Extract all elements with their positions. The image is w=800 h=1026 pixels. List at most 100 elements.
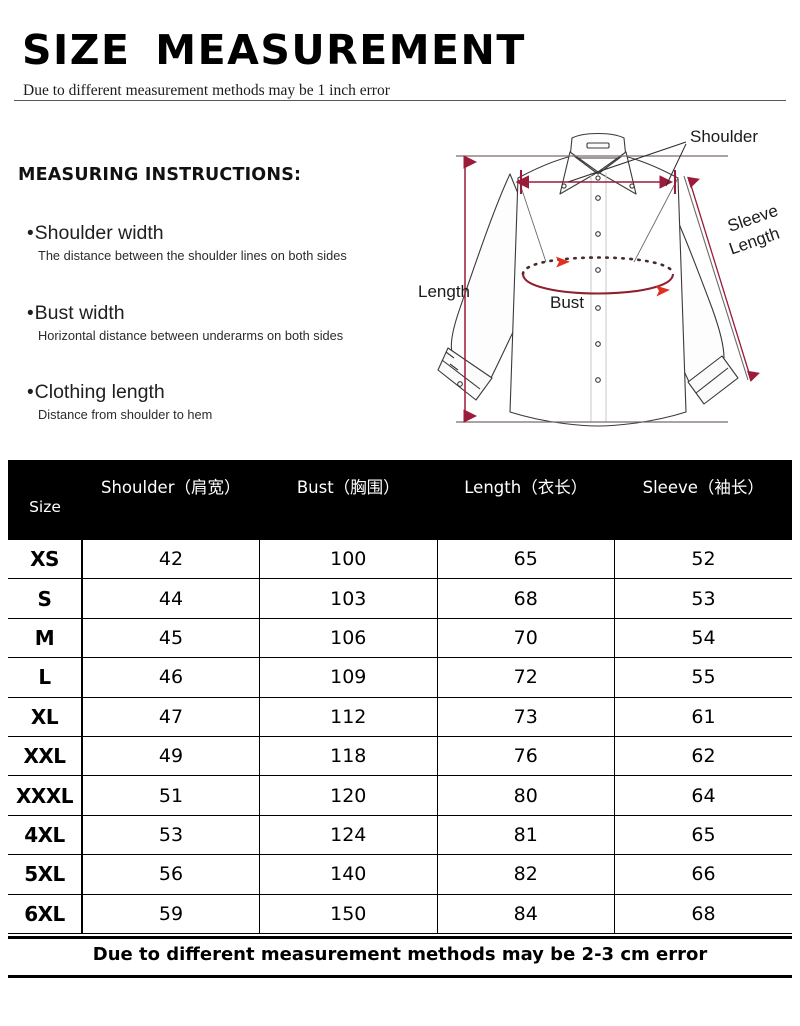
length-label: Length	[418, 282, 470, 301]
instruction-title: •Shoulder width	[27, 222, 347, 245]
table-body: XS 42 100 65 52 S 44 103 68 53 M 45 106 …	[8, 540, 792, 934]
table-row: S 44 103 68 53	[8, 578, 792, 619]
shoulder-measure-arrow	[515, 170, 677, 194]
cell-sleeve: 52	[614, 540, 792, 580]
cell-bust: 124	[259, 814, 438, 856]
cell-length: 70	[437, 617, 615, 659]
cell-length: 73	[437, 696, 615, 737]
footer-divider-bottom	[8, 975, 792, 978]
cell-bust: 112	[259, 696, 438, 737]
instruction-title-text: Shoulder width	[34, 222, 164, 244]
cell-bust: 103	[259, 578, 438, 619]
instruction-description: Horizontal distance between underarms on…	[38, 327, 344, 343]
cell-length: 82	[437, 854, 615, 895]
cell-size: 4XL	[8, 814, 83, 856]
bust-measure-ellipse	[521, 256, 675, 297]
cell-length: 76	[437, 735, 615, 777]
cell-bust: 100	[259, 540, 438, 580]
shirt-measurement-diagram: Length Shoulder Bust Sleeve Length	[398, 112, 798, 447]
cell-length: 81	[437, 814, 615, 856]
column-header-size: Size	[8, 460, 82, 540]
cell-size: 5XL	[8, 854, 83, 895]
cell-size: XL	[8, 696, 83, 737]
sleeve-length-measure	[683, 175, 760, 382]
cell-size: L	[8, 657, 83, 698]
footer-divider-top	[8, 936, 792, 939]
table-row: 5XL 56 140 82 66	[8, 854, 792, 895]
cell-length: 72	[437, 657, 615, 698]
header-divider	[14, 100, 786, 101]
instruction-item-bust-width: •Bust width Horizontal distance between …	[27, 302, 343, 343]
column-header-length: Length（衣长）	[437, 460, 615, 540]
cell-size: XXXL	[8, 775, 83, 816]
cell-shoulder: 42	[82, 540, 260, 580]
cell-shoulder: 51	[82, 775, 260, 816]
cell-size: XXL	[8, 735, 83, 777]
cell-shoulder: 49	[82, 735, 260, 777]
table-row: XXXL 51 120 80 64	[8, 775, 792, 816]
table-header-row: Size Shoulder（肩宽） Bust（胸围） Length（衣长） Sl…	[8, 460, 792, 540]
bullet-icon: •	[27, 223, 34, 244]
cell-bust: 120	[259, 775, 438, 816]
cell-shoulder: 44	[82, 578, 260, 619]
length-measure-arrow	[456, 155, 728, 423]
table-footer-note: Due to different measurement methods may…	[92, 944, 708, 965]
cell-sleeve: 54	[614, 617, 792, 659]
cell-sleeve: 61	[614, 696, 792, 737]
cell-size: 6XL	[8, 893, 83, 934]
instruction-item-shoulder-width: •Shoulder width The distance between the…	[27, 222, 347, 263]
cell-sleeve: 65	[614, 814, 792, 856]
bust-label: Bust	[550, 293, 584, 312]
cell-bust: 109	[259, 657, 438, 698]
bullet-icon: •	[27, 303, 34, 324]
table-row: 6XL 59 150 84 68	[8, 893, 792, 934]
shoulder-label: Shoulder	[690, 127, 758, 146]
cell-bust: 106	[259, 617, 438, 659]
table-row: XL 47 112 73 61	[8, 696, 792, 737]
cell-bust: 118	[259, 735, 438, 777]
shirt-outline	[437, 132, 739, 427]
instruction-item-clothing-length: •Clothing length Distance from shoulder …	[27, 381, 212, 422]
cell-sleeve: 62	[614, 735, 792, 777]
cell-length: 84	[437, 893, 615, 934]
cell-sleeve: 55	[614, 657, 792, 698]
instruction-title-text: Clothing length	[34, 381, 165, 403]
table-row: 4XL 53 124 81 65	[8, 814, 792, 856]
cell-shoulder: 59	[82, 893, 260, 934]
cell-length: 80	[437, 775, 615, 816]
size-table: Size Shoulder（肩宽） Bust（胸围） Length（衣长） Sl…	[8, 460, 792, 934]
cell-size: M	[8, 617, 83, 659]
bullet-icon: •	[27, 382, 34, 403]
page-subtitle: Due to different measurement methods may…	[23, 82, 390, 99]
instruction-title: •Bust width	[27, 302, 343, 325]
cell-shoulder: 47	[82, 696, 260, 737]
cell-size: XS	[8, 540, 83, 580]
cell-length: 68	[437, 578, 615, 619]
column-header-shoulder: Shoulder（肩宽）	[82, 460, 260, 540]
size-table-container: Size Shoulder（肩宽） Bust（胸围） Length（衣长） Sl…	[8, 460, 792, 934]
cell-shoulder: 53	[82, 814, 260, 856]
sleeve-length-label: Sleeve Length	[725, 201, 782, 259]
table-row: M 45 106 70 54	[8, 617, 792, 659]
cell-length: 65	[437, 540, 615, 580]
cell-bust: 140	[259, 854, 438, 895]
cell-sleeve: 64	[614, 775, 792, 816]
cell-shoulder: 56	[82, 854, 260, 895]
cell-shoulder: 45	[82, 617, 260, 659]
cell-bust: 150	[259, 893, 438, 934]
instruction-title-text: Bust width	[34, 302, 125, 324]
table-row: XXL 49 118 76 62	[8, 735, 792, 777]
shoulder-leader-lines	[567, 141, 687, 187]
cell-shoulder: 46	[82, 657, 260, 698]
cell-size: S	[8, 578, 83, 619]
table-row: XS 42 100 65 52	[8, 540, 792, 580]
instruction-description: The distance between the shoulder lines …	[38, 247, 347, 263]
instructions-heading: MEASURING INSTRUCTIONS:	[18, 165, 302, 185]
instruction-description: Distance from shoulder to hem	[38, 406, 213, 422]
cell-sleeve: 66	[614, 854, 792, 895]
cell-sleeve: 68	[614, 893, 792, 934]
table-row: L 46 109 72 55	[8, 657, 792, 698]
column-header-bust: Bust（胸围）	[259, 460, 437, 540]
page-title: SIZE MEASUREMENT	[22, 26, 526, 74]
instruction-title: •Clothing length	[27, 381, 212, 404]
